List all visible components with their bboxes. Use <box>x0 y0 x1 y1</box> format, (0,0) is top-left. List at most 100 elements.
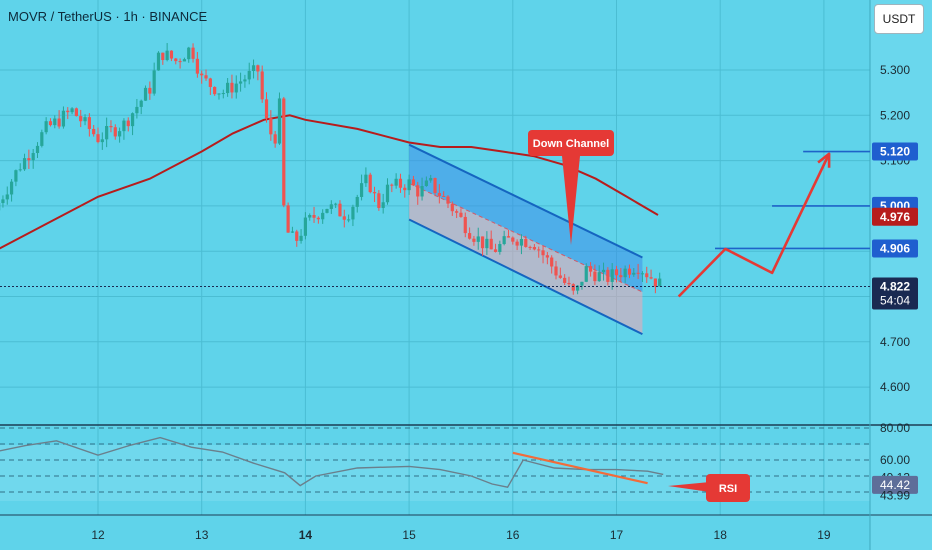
candle-body <box>299 235 303 241</box>
candle-body <box>35 145 40 154</box>
candle-body <box>187 47 191 60</box>
candle-body <box>18 169 22 171</box>
candle-body <box>92 128 96 135</box>
candle-body <box>295 231 299 241</box>
candle-body <box>161 52 165 61</box>
candle-body <box>321 212 325 220</box>
last-price-label: 4.822 <box>880 280 910 294</box>
candle-body <box>79 116 83 122</box>
candle-body <box>74 108 78 117</box>
x-tick-label: 14 <box>299 528 313 542</box>
candle-body <box>48 121 53 126</box>
last-price-badge <box>872 277 918 310</box>
candle-body <box>532 247 537 250</box>
candle-body <box>558 275 562 278</box>
candle-body <box>424 180 428 187</box>
candle-body <box>588 266 593 272</box>
candle-body <box>325 208 329 213</box>
candle-body <box>61 110 66 127</box>
candle-body <box>208 78 212 87</box>
candle-body <box>169 50 174 59</box>
candle-body <box>57 118 61 127</box>
rsi-line <box>0 436 664 488</box>
candle-body <box>148 87 152 94</box>
channel-lower-line <box>408 218 643 335</box>
candle-body <box>238 81 243 84</box>
rsi-tick-label: 80.00 <box>880 421 910 435</box>
candle-body <box>411 179 416 186</box>
channel-callout-box[interactable] <box>528 130 614 156</box>
candle-body <box>1 199 5 204</box>
candle-body <box>614 269 619 276</box>
projection-arrowhead <box>817 152 831 168</box>
candle-body <box>286 205 290 233</box>
candle-body <box>420 186 424 197</box>
candle-body <box>282 98 286 206</box>
candle-body <box>5 194 9 200</box>
candle-body <box>446 196 450 204</box>
candle-body <box>437 192 441 197</box>
channel-callout-text: Down Channel <box>533 138 609 150</box>
candle-body <box>87 117 91 129</box>
candle-body <box>489 238 493 250</box>
candle-body <box>230 82 234 93</box>
y-tick-label: 4.700 <box>880 335 910 349</box>
candle-body <box>303 217 307 236</box>
candle-body <box>450 203 454 212</box>
target-level-badge <box>872 239 918 258</box>
candle-body <box>118 131 122 137</box>
candle-body <box>234 83 238 93</box>
candle-body <box>476 236 480 242</box>
currency-selector[interactable]: USDT <box>874 4 924 34</box>
rsi-callout-pointer <box>668 482 710 492</box>
candle-body <box>597 272 601 282</box>
candle-body <box>70 108 74 113</box>
candle-body <box>135 106 139 114</box>
candle-body <box>632 272 636 275</box>
candle-body <box>381 202 385 208</box>
symbol-title[interactable]: MOVR / TetherUS · 1h · BINANCE <box>8 9 208 24</box>
candle-body <box>66 110 70 113</box>
x-tick-label: 17 <box>610 528 624 542</box>
candle-body <box>83 117 87 122</box>
candle-body <box>312 215 316 218</box>
target-level-label: 5.120 <box>880 145 910 159</box>
candle-body <box>519 238 524 246</box>
candle-body <box>126 120 130 127</box>
candle-body <box>515 241 519 246</box>
candle-body <box>506 236 511 238</box>
candle-body <box>606 269 610 282</box>
candle-body <box>156 52 161 71</box>
candle-body <box>226 82 230 94</box>
candle-body <box>213 86 217 95</box>
candle-body <box>623 268 627 278</box>
candle-body <box>347 219 351 221</box>
candle-body <box>122 120 126 132</box>
ma-value-label: 4.976 <box>880 210 910 224</box>
candle-body <box>364 174 368 184</box>
candle-body <box>394 178 398 186</box>
candle-body <box>342 216 346 220</box>
x-tick-label: 18 <box>714 528 728 542</box>
bar-countdown: 54:04 <box>880 294 910 308</box>
candle-body <box>554 266 558 276</box>
candle-body <box>178 61 182 63</box>
candle-body <box>485 238 489 249</box>
candle-body <box>338 203 342 217</box>
rsi-tick-label: 60.00 <box>880 453 910 467</box>
candle-body <box>316 217 320 220</box>
candle-body <box>640 273 645 275</box>
rsi-value-43: 43.99 <box>880 489 910 503</box>
rsi-current-value: 44.42 <box>880 478 910 492</box>
channel-lower-fill <box>409 183 643 335</box>
channel-callout-pointer <box>562 156 580 245</box>
rsi-callout-box[interactable] <box>706 474 750 502</box>
candle-body <box>143 87 148 101</box>
x-tick-label: 16 <box>506 528 520 542</box>
candle-body <box>9 181 14 195</box>
candle-body <box>407 179 411 191</box>
candle-body <box>174 58 178 62</box>
candle-body <box>247 70 251 80</box>
